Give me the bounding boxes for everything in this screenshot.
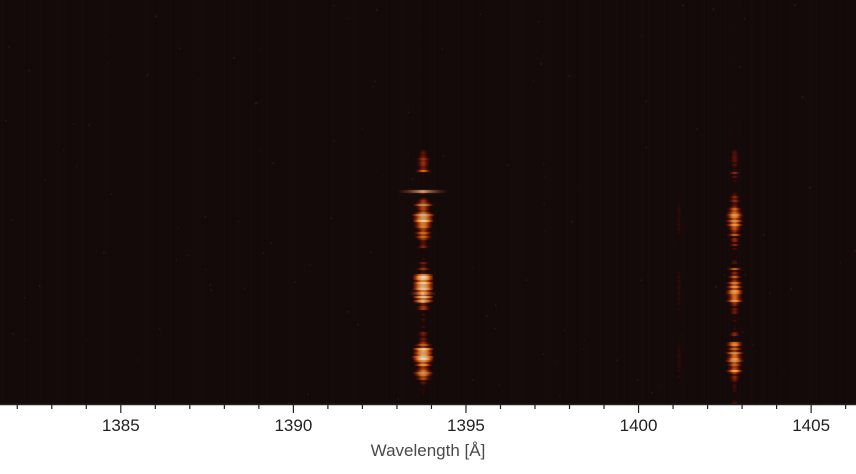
tick-label: 1405 — [792, 416, 830, 435]
tick-label: 1395 — [447, 416, 485, 435]
tick-label: 1400 — [620, 416, 658, 435]
tick-label: 1385 — [102, 416, 140, 435]
tick-label: 1390 — [274, 416, 312, 435]
x-axis-label: Wavelength [Å] — [370, 441, 486, 460]
spectrum-image — [0, 0, 856, 404]
